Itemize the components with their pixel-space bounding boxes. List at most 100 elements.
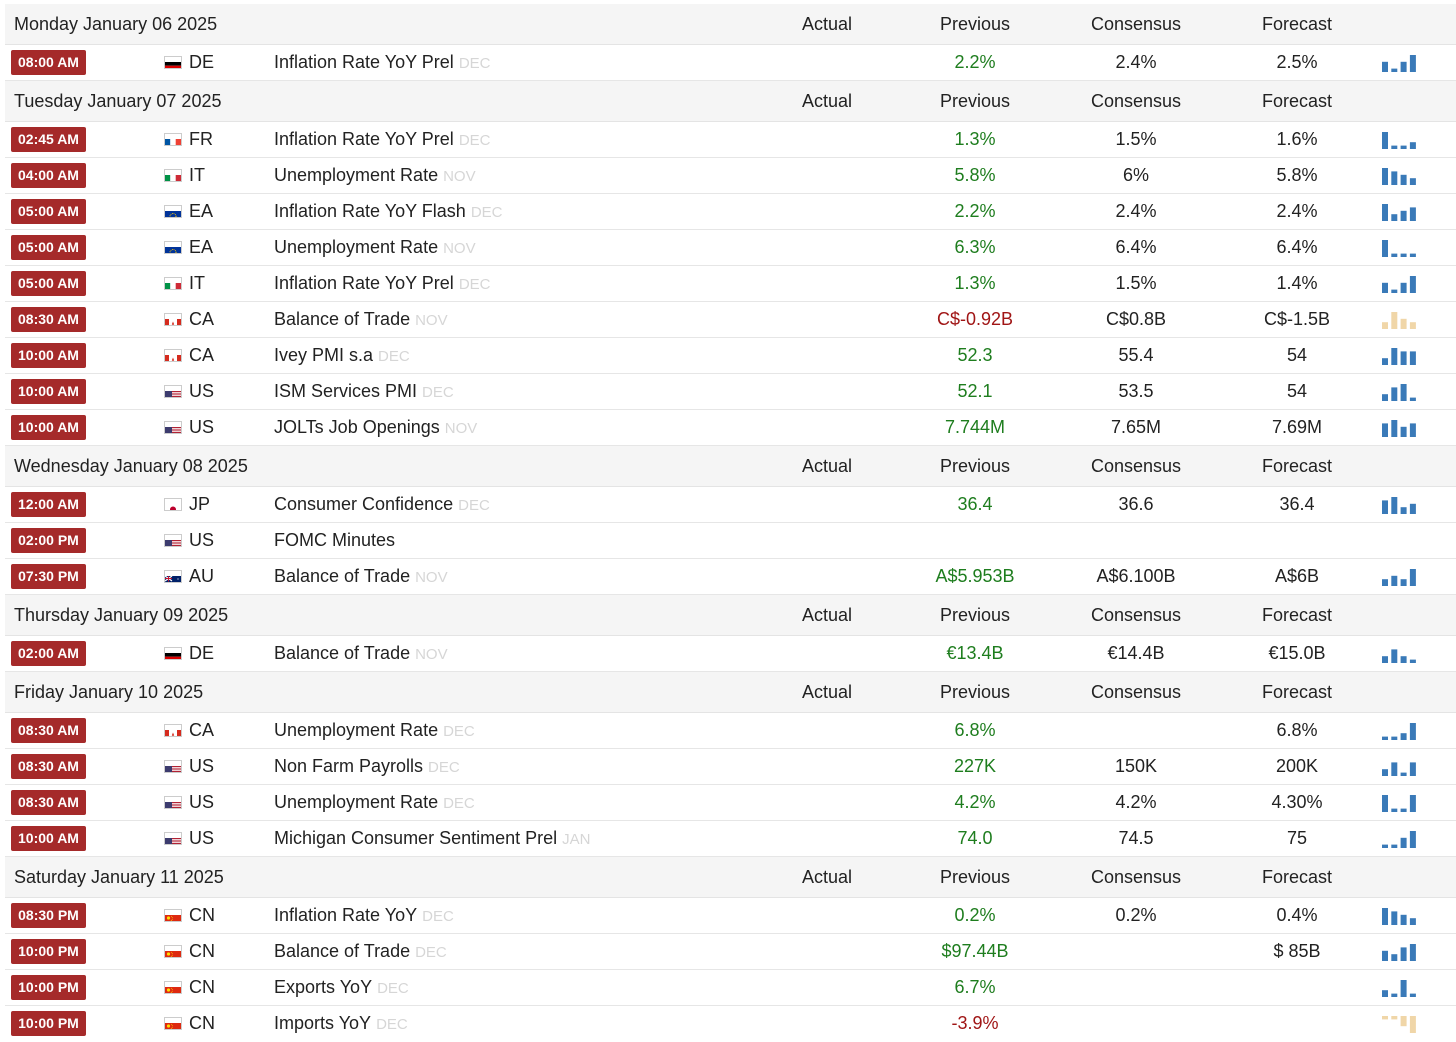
event-name-link[interactable]: Balance of Trade NOV <box>274 302 448 338</box>
sparkline-chart-icon[interactable] <box>1382 645 1416 664</box>
sparkline-chart-icon[interactable] <box>1382 943 1416 962</box>
time-badge: 08:30 AM <box>11 790 86 815</box>
event-name-link[interactable]: Balance of Trade NOV <box>274 636 448 672</box>
actual-column-header[interactable]: Actual <box>801 605 853 625</box>
previous-column-header[interactable]: Previous <box>939 605 1011 625</box>
event-row[interactable]: 08:30 AM US Unemployment Rate DEC 4.2% 4.… <box>5 785 1456 821</box>
forecast-column-header[interactable]: Forecast <box>1261 91 1333 111</box>
event-row[interactable]: 10:00 AM US JOLTs Job Openings NOV 7.744M… <box>5 410 1456 446</box>
event-name-link[interactable]: Unemployment Rate DEC <box>274 713 475 749</box>
forecast-column-header[interactable]: Forecast <box>1261 456 1333 476</box>
forecast-value: 75 <box>1286 828 1308 848</box>
event-row[interactable]: 07:30 PM AU Balance of Trade NOV A$5.953B… <box>5 559 1456 595</box>
event-name-link[interactable]: Consumer Confidence DEC <box>274 487 490 523</box>
event-name-link[interactable]: Inflation Rate YoY DEC <box>274 898 454 934</box>
event-name-link[interactable]: JOLTs Job Openings NOV <box>274 410 477 446</box>
sparkline-bar <box>1400 656 1407 663</box>
consensus-column-header[interactable]: Consensus <box>1090 91 1182 111</box>
sparkline-chart-icon[interactable] <box>1382 54 1416 73</box>
event-name-link[interactable]: Balance of Trade DEC <box>274 934 447 970</box>
sparkline-chart-icon[interactable] <box>1382 239 1416 258</box>
sparkline-chart-icon[interactable] <box>1382 383 1416 402</box>
actual-column-header[interactable]: Actual <box>801 456 853 476</box>
consensus-column-header[interactable]: Consensus <box>1090 605 1182 625</box>
actual-column-header[interactable]: Actual <box>801 91 853 111</box>
sparkline-chart-icon[interactable] <box>1382 979 1416 998</box>
consensus-column-header[interactable]: Consensus <box>1090 867 1182 887</box>
event-row[interactable]: 08:00 AM DE Inflation Rate YoY Prel DEC 2… <box>5 45 1456 81</box>
event-name-link[interactable]: Unemployment Rate NOV <box>274 158 476 194</box>
event-name-link[interactable]: Imports YoY DEC <box>274 1006 408 1042</box>
event-name-link[interactable]: Michigan Consumer Sentiment Prel JAN <box>274 821 590 857</box>
forecast-column-header[interactable]: Forecast <box>1261 682 1333 702</box>
event-name-link[interactable]: Non Farm Payrolls DEC <box>274 749 460 785</box>
sparkline-bar <box>1382 908 1388 925</box>
previous-column-header[interactable]: Previous <box>939 14 1011 34</box>
event-row[interactable]: 10:00 AM CA Ivey PMI s.a DEC 52.3 55.4 54 <box>5 338 1456 374</box>
event-row[interactable]: 10:00 PM CN Exports YoY DEC 6.7% <box>5 970 1456 1006</box>
sparkline-chart-icon[interactable] <box>1382 167 1416 186</box>
sparkline-chart-icon[interactable] <box>1382 311 1416 330</box>
actual-column-header[interactable]: Actual <box>801 14 853 34</box>
event-name-link[interactable]: Inflation Rate YoY Prel DEC <box>274 45 490 81</box>
actual-column-header[interactable]: Actual <box>801 682 853 702</box>
event-row[interactable]: 04:00 AM IT Unemployment Rate NOV 5.8% 6%… <box>5 158 1456 194</box>
event-name-link[interactable]: Balance of Trade NOV <box>274 559 448 595</box>
event-row[interactable]: 08:30 AM US Non Farm Payrolls DEC 227K 15… <box>5 749 1456 785</box>
event-row[interactable]: 10:00 AM US ISM Services PMI DEC 52.1 53.… <box>5 374 1456 410</box>
event-row[interactable]: 08:30 PM CN Inflation Rate YoY DEC 0.2% 0… <box>5 898 1456 934</box>
event-row[interactable]: 10:00 PM CN Balance of Trade DEC $97.44B … <box>5 934 1456 970</box>
sparkline-chart-icon[interactable] <box>1382 907 1416 926</box>
reference-period: DEC <box>458 497 490 514</box>
previous-column-header[interactable]: Previous <box>939 867 1011 887</box>
event-name-link[interactable]: Unemployment Rate DEC <box>274 785 475 821</box>
sparkline-chart-icon[interactable] <box>1382 275 1416 294</box>
sparkline-chart-icon[interactable] <box>1382 830 1416 849</box>
forecast-column-header[interactable]: Forecast <box>1261 867 1333 887</box>
previous-column-header[interactable]: Previous <box>939 682 1011 702</box>
event-name-link[interactable]: FOMC Minutes <box>274 523 400 559</box>
sparkline-chart-icon[interactable] <box>1382 131 1416 150</box>
event-row[interactable]: 02:00 AM DE Balance of Trade NOV €13.4B €… <box>5 636 1456 672</box>
event-name-link[interactable]: Unemployment Rate NOV <box>274 230 476 266</box>
sparkline-chart-icon[interactable] <box>1382 419 1416 438</box>
event-name-link[interactable]: Inflation Rate YoY Prel DEC <box>274 266 490 302</box>
sparkline-chart-icon[interactable] <box>1382 1015 1416 1034</box>
event-row[interactable]: 02:00 PM US FOMC Minutes <box>5 523 1456 559</box>
it-flag-icon <box>164 169 182 182</box>
event-name-link[interactable]: Inflation Rate YoY Flash DEC <box>274 194 502 230</box>
event-name-link[interactable]: ISM Services PMI DEC <box>274 374 454 410</box>
sparkline-chart-icon[interactable] <box>1382 347 1416 366</box>
consensus-column-header[interactable]: Consensus <box>1090 456 1182 476</box>
event-row[interactable]: 02:45 AM FR Inflation Rate YoY Prel DEC 1… <box>5 122 1456 158</box>
consensus-value: 74.5 <box>1118 828 1154 848</box>
event-name-link[interactable]: Inflation Rate YoY Prel DEC <box>274 122 490 158</box>
actual-column-header[interactable]: Actual <box>801 867 853 887</box>
event-name-link[interactable]: Exports YoY DEC <box>274 970 409 1006</box>
day-title: Thursday January 09 2025 <box>14 605 229 625</box>
sparkline-chart-icon[interactable] <box>1382 203 1416 222</box>
sparkline-chart-icon[interactable] <box>1382 568 1416 587</box>
sparkline-chart-icon[interactable] <box>1382 794 1416 813</box>
event-name: Consumer Confidence <box>274 494 454 514</box>
event-row[interactable]: 12:00 AM JP Consumer Confidence DEC 36.4 … <box>5 487 1456 523</box>
sparkline-chart-icon[interactable] <box>1382 758 1416 777</box>
event-name-link[interactable]: Ivey PMI s.a DEC <box>274 338 410 374</box>
event-row[interactable]: 05:00 AM EA Unemployment Rate NOV 6.3% 6.… <box>5 230 1456 266</box>
event-row[interactable]: 08:30 AM CA Unemployment Rate DEC 6.8% 6.… <box>5 713 1456 749</box>
previous-column-header[interactable]: Previous <box>939 91 1011 111</box>
sparkline-chart-icon[interactable] <box>1382 496 1416 515</box>
consensus-column-header[interactable]: Consensus <box>1090 14 1182 34</box>
previous-column-header[interactable]: Previous <box>939 456 1011 476</box>
event-row[interactable]: 10:00 AM US Michigan Consumer Sentiment … <box>5 821 1456 857</box>
sparkline-chart-icon[interactable] <box>1382 722 1416 741</box>
event-row[interactable]: 10:00 PM CN Imports YoY DEC -3.9% <box>5 1006 1456 1041</box>
event-row[interactable]: 08:30 AM CA Balance of Trade NOV C$-0.92B… <box>5 302 1456 338</box>
time-badge: 02:00 PM <box>11 528 86 553</box>
country-code: JP <box>189 494 211 514</box>
event-row[interactable]: 05:00 AM IT Inflation Rate YoY Prel DEC 1… <box>5 266 1456 302</box>
forecast-column-header[interactable]: Forecast <box>1261 14 1333 34</box>
consensus-column-header[interactable]: Consensus <box>1090 682 1182 702</box>
forecast-column-header[interactable]: Forecast <box>1261 605 1333 625</box>
event-row[interactable]: 05:00 AM EA Inflation Rate YoY Flash DEC … <box>5 194 1456 230</box>
